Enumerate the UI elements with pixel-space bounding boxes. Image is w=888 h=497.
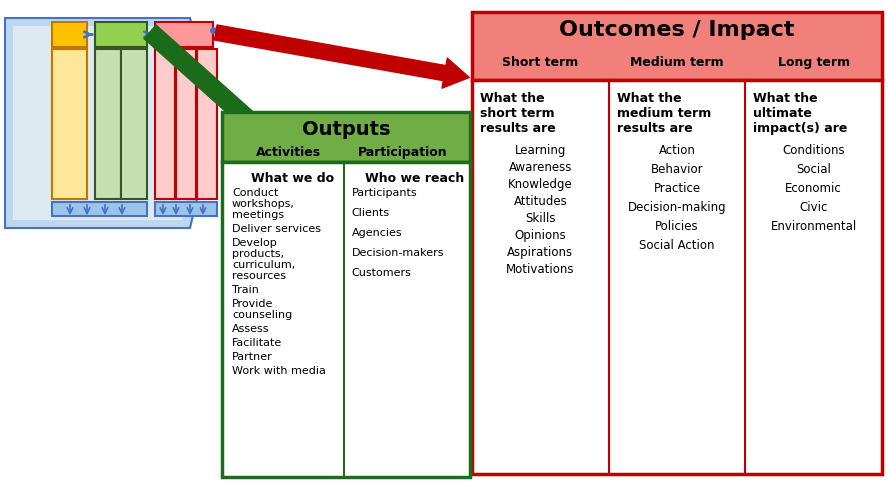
FancyArrowPatch shape: [144, 25, 278, 146]
Text: Outcomes / Impact: Outcomes / Impact: [559, 20, 795, 40]
Text: products,: products,: [232, 249, 284, 259]
Bar: [222, 112, 470, 162]
Text: Skills: Skills: [525, 212, 556, 225]
Text: Agencies: Agencies: [352, 228, 402, 238]
Text: What we do: What we do: [251, 172, 334, 185]
Text: Short term: Short term: [503, 56, 578, 69]
Text: Awareness: Awareness: [509, 161, 572, 174]
Text: Learning: Learning: [515, 144, 566, 157]
Text: Behavior: Behavior: [651, 163, 703, 176]
Text: Clients: Clients: [352, 208, 390, 218]
Bar: [176, 49, 196, 199]
Bar: [222, 162, 470, 477]
Text: Decision-making: Decision-making: [628, 201, 726, 214]
Text: Social Action: Social Action: [639, 239, 715, 252]
Text: counseling: counseling: [232, 310, 292, 320]
Text: curriculum,: curriculum,: [232, 260, 295, 270]
Text: Action: Action: [659, 144, 695, 157]
FancyArrowPatch shape: [214, 25, 469, 88]
Bar: [155, 202, 217, 216]
Text: Activities: Activities: [257, 146, 321, 159]
Text: Economic: Economic: [785, 182, 842, 195]
Text: Work with media: Work with media: [232, 366, 326, 376]
Text: Civic: Civic: [799, 201, 828, 214]
Text: Participation: Participation: [358, 146, 448, 159]
Polygon shape: [13, 26, 205, 220]
Text: Participants: Participants: [352, 188, 417, 198]
Bar: [121, 49, 147, 199]
Text: Environmental: Environmental: [771, 220, 857, 233]
Bar: [52, 49, 87, 199]
Text: Deliver services: Deliver services: [232, 224, 321, 234]
Bar: [155, 22, 213, 47]
Text: Assess: Assess: [232, 324, 269, 334]
Text: resources: resources: [232, 271, 286, 281]
Bar: [52, 22, 87, 47]
Text: Motivations: Motivations: [506, 263, 575, 276]
Text: Medium term: Medium term: [630, 56, 724, 69]
Text: Partner: Partner: [232, 352, 273, 362]
Bar: [52, 202, 147, 216]
Bar: [155, 49, 175, 199]
Text: Train: Train: [232, 285, 259, 295]
Bar: [95, 22, 147, 47]
Text: Conduct: Conduct: [232, 188, 278, 198]
Text: meetings: meetings: [232, 210, 284, 220]
Text: Decision-makers: Decision-makers: [352, 248, 444, 258]
Bar: [197, 49, 217, 199]
Bar: [472, 80, 882, 474]
Text: What the
medium term
results are: What the medium term results are: [616, 92, 711, 135]
Text: Who we reach: Who we reach: [365, 172, 464, 185]
Bar: [472, 12, 882, 80]
Text: Knowledge: Knowledge: [508, 178, 573, 191]
Text: Opinions: Opinions: [514, 229, 567, 242]
Polygon shape: [5, 18, 215, 228]
Text: Provide: Provide: [232, 299, 274, 309]
Bar: [95, 49, 121, 199]
Text: Attitudes: Attitudes: [513, 195, 567, 208]
Text: Policies: Policies: [655, 220, 699, 233]
Text: What the
short term
results are: What the short term results are: [480, 92, 556, 135]
Text: Long term: Long term: [778, 56, 850, 69]
Text: Social: Social: [797, 163, 831, 176]
Text: Outputs: Outputs: [302, 120, 390, 139]
Text: Customers: Customers: [352, 268, 411, 278]
Text: Practice: Practice: [654, 182, 701, 195]
Text: Conditions: Conditions: [782, 144, 845, 157]
Text: Aspirations: Aspirations: [507, 246, 574, 259]
Text: What the
ultimate
impact(s) are: What the ultimate impact(s) are: [753, 92, 848, 135]
Text: Develop: Develop: [232, 238, 278, 248]
Text: Facilitate: Facilitate: [232, 338, 282, 348]
Text: workshops,: workshops,: [232, 199, 295, 209]
